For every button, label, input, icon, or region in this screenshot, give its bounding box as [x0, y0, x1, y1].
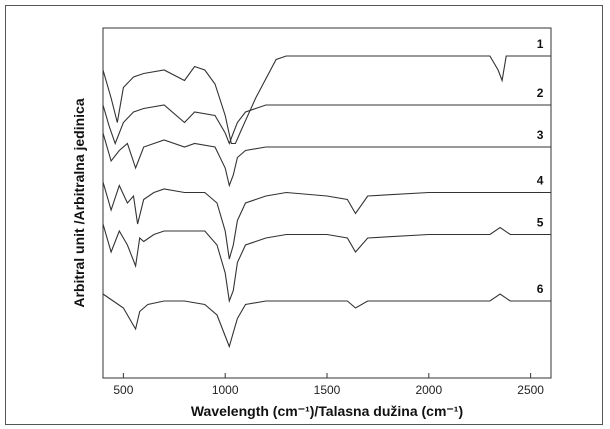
plot-area-border	[102, 27, 552, 379]
series-label-1: 1	[537, 37, 544, 51]
x-tick-label: 2000	[415, 383, 442, 397]
series-group	[102, 55, 551, 349]
series-line-4	[102, 181, 551, 260]
series-label-2: 2	[537, 86, 544, 100]
series-line-5	[102, 223, 551, 304]
x-tick-label: 1000	[212, 383, 239, 397]
series-label-5: 5	[537, 216, 544, 230]
series-line-2	[102, 104, 551, 146]
series-label-4: 4	[537, 174, 544, 188]
series-label-3: 3	[537, 128, 544, 142]
chart-frame: 500 1000 1500 2000 2500 1 2 3 4 5 6 Wavelength (c…	[5, 5, 603, 425]
spectra-chart: 500 1000 1500 2000 2500 1 2 3 4 5 6 Wavelength (c…	[71, 27, 552, 419]
series-line-1	[102, 55, 551, 145]
series-labels-group: 1 2 3 4 5 6	[537, 37, 544, 296]
y-axis-title: Arbitral unit /Arbitralna jedinica	[71, 98, 87, 307]
x-ticks-group: 500 1000 1500 2000 2500	[113, 373, 544, 397]
series-line-6	[102, 293, 551, 349]
series-line-3	[102, 132, 551, 188]
x-tick-label: 500	[113, 383, 133, 397]
x-axis-title: Wavelength (cm⁻¹)/Talasna dužina (cm⁻¹)	[191, 403, 463, 419]
series-label-6: 6	[537, 282, 544, 296]
x-tick-label: 1500	[314, 383, 341, 397]
x-tick-label: 2500	[517, 383, 544, 397]
